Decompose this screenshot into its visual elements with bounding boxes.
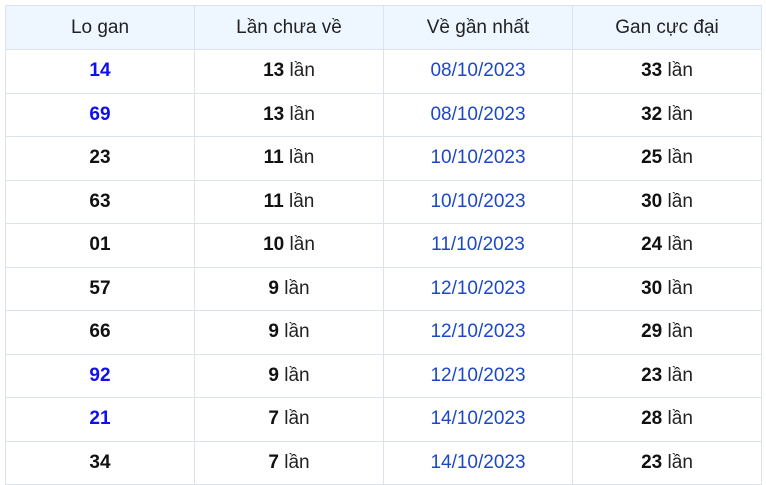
last-date: 11/10/2023 bbox=[383, 223, 573, 268]
missed-value: 9 bbox=[268, 321, 279, 343]
unit: lần bbox=[667, 451, 693, 473]
missed-value: 9 bbox=[268, 277, 279, 299]
max-value: 23 bbox=[641, 451, 663, 473]
header-missed: Lần chưa về bbox=[194, 5, 384, 50]
table-row: 92 9 lần 12/10/2023 23 lần bbox=[5, 353, 762, 398]
max-value: 32 bbox=[641, 103, 663, 125]
lo-number: 63 bbox=[5, 179, 195, 224]
last-date: 14/10/2023 bbox=[383, 397, 573, 442]
max-value: 24 bbox=[641, 234, 663, 256]
last-date: 08/10/2023 bbox=[383, 49, 573, 94]
lo-gan-table: Lo gan Lần chưa về Về gần nhất Gan cực đ… bbox=[5, 5, 762, 485]
unit: lần bbox=[289, 103, 315, 125]
max-count: 30 lần bbox=[572, 266, 762, 311]
max-value: 28 bbox=[641, 408, 663, 430]
max-value: 29 bbox=[641, 321, 663, 343]
max-value: 30 bbox=[641, 277, 663, 299]
unit: lần bbox=[289, 147, 315, 169]
table-row: 63 11 lần 10/10/2023 30 lần bbox=[5, 179, 762, 224]
table-row: 01 10 lần 11/10/2023 24 lần bbox=[5, 223, 762, 268]
max-count: 30 lần bbox=[572, 179, 762, 224]
unit: lần bbox=[284, 408, 310, 430]
lo-number: 66 bbox=[5, 310, 195, 355]
missed-value: 10 bbox=[263, 234, 285, 256]
header-lo-gan: Lo gan bbox=[5, 5, 195, 50]
max-count: 24 lần bbox=[572, 223, 762, 268]
lo-number: 14 bbox=[5, 49, 195, 94]
unit: lần bbox=[284, 364, 310, 386]
missed-count: 9 lần bbox=[194, 353, 384, 398]
unit: lần bbox=[667, 147, 693, 169]
table-row: 69 13 lần 08/10/2023 32 lần bbox=[5, 92, 762, 137]
unit: lần bbox=[284, 321, 310, 343]
table-row: 57 9 lần 12/10/2023 30 lần bbox=[5, 266, 762, 311]
missed-count: 10 lần bbox=[194, 223, 384, 268]
max-count: 33 lần bbox=[572, 49, 762, 94]
unit: lần bbox=[667, 103, 693, 125]
missed-count: 11 lần bbox=[194, 136, 384, 181]
max-count: 23 lần bbox=[572, 440, 762, 485]
max-value: 25 bbox=[641, 147, 663, 169]
unit: lần bbox=[289, 60, 315, 82]
unit: lần bbox=[667, 277, 693, 299]
table-row: 23 11 lần 10/10/2023 25 lần bbox=[5, 136, 762, 181]
unit: lần bbox=[667, 321, 693, 343]
missed-count: 13 lần bbox=[194, 92, 384, 137]
last-date: 14/10/2023 bbox=[383, 440, 573, 485]
unit: lần bbox=[667, 60, 693, 82]
missed-value: 7 bbox=[268, 408, 279, 430]
max-count: 23 lần bbox=[572, 353, 762, 398]
lo-number: 21 bbox=[5, 397, 195, 442]
max-count: 28 lần bbox=[572, 397, 762, 442]
unit: lần bbox=[667, 408, 693, 430]
header-last: Về gần nhất bbox=[383, 5, 573, 50]
last-date: 10/10/2023 bbox=[383, 136, 573, 181]
lo-number: 57 bbox=[5, 266, 195, 311]
last-date: 12/10/2023 bbox=[383, 353, 573, 398]
missed-count: 9 lần bbox=[194, 266, 384, 311]
last-date: 10/10/2023 bbox=[383, 179, 573, 224]
unit: lần bbox=[667, 234, 693, 256]
table-row: 66 9 lần 12/10/2023 29 lần bbox=[5, 310, 762, 355]
last-date: 12/10/2023 bbox=[383, 266, 573, 311]
header-row: Lo gan Lần chưa về Về gần nhất Gan cực đ… bbox=[5, 5, 762, 50]
table-row: 21 7 lần 14/10/2023 28 lần bbox=[5, 397, 762, 442]
missed-count: 7 lần bbox=[194, 397, 384, 442]
max-value: 23 bbox=[641, 364, 663, 386]
missed-value: 7 bbox=[268, 451, 279, 473]
missed-count: 9 lần bbox=[194, 310, 384, 355]
header-max: Gan cực đại bbox=[572, 5, 762, 50]
lo-number: 01 bbox=[5, 223, 195, 268]
missed-count: 11 lần bbox=[194, 179, 384, 224]
lo-number: 34 bbox=[5, 440, 195, 485]
missed-count: 7 lần bbox=[194, 440, 384, 485]
unit: lần bbox=[289, 190, 315, 212]
lo-number: 69 bbox=[5, 92, 195, 137]
unit: lần bbox=[284, 451, 310, 473]
last-date: 12/10/2023 bbox=[383, 310, 573, 355]
unit: lần bbox=[289, 234, 315, 256]
unit: lần bbox=[667, 364, 693, 386]
table-row: 34 7 lần 14/10/2023 23 lần bbox=[5, 440, 762, 485]
missed-value: 13 bbox=[263, 60, 285, 82]
unit: lần bbox=[667, 190, 693, 212]
missed-value: 11 bbox=[263, 147, 284, 169]
table-row: 14 13 lần 08/10/2023 33 lần bbox=[5, 49, 762, 94]
missed-value: 11 bbox=[263, 190, 284, 212]
missed-value: 13 bbox=[263, 103, 285, 125]
missed-value: 9 bbox=[268, 364, 279, 386]
unit: lần bbox=[284, 277, 310, 299]
max-count: 32 lần bbox=[572, 92, 762, 137]
lo-number: 92 bbox=[5, 353, 195, 398]
lo-number: 23 bbox=[5, 136, 195, 181]
max-value: 30 bbox=[641, 190, 663, 212]
max-count: 29 lần bbox=[572, 310, 762, 355]
missed-count: 13 lần bbox=[194, 49, 384, 94]
max-value: 33 bbox=[641, 60, 663, 82]
last-date: 08/10/2023 bbox=[383, 92, 573, 137]
max-count: 25 lần bbox=[572, 136, 762, 181]
